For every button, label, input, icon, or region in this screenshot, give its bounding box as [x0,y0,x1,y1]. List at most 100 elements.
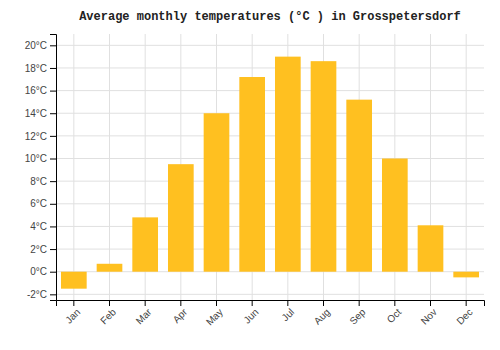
grid-line [56,45,484,46]
x-tick-mark [287,300,288,306]
y-tick-mark [50,45,56,46]
bar [311,61,337,272]
x-tick: Mar [134,300,154,326]
bar [132,217,158,271]
x-axis-line [57,301,485,307]
x-tick: Dec [454,300,474,327]
y-tick: 18°C [25,63,56,74]
y-tick: -2°C [27,289,56,300]
grid-line [56,113,484,114]
y-tick-mark [50,272,56,273]
y-tick-label: 6°C [30,198,47,209]
y-tick-mark [50,181,56,182]
y-tick-mark [50,91,56,92]
y-tick: 2°C [30,244,56,255]
y-tick-label: 2°C [30,244,47,255]
y-tick-label: 20°C [25,40,47,51]
bar [239,77,265,272]
y-tick-mark [50,249,56,250]
x-tick: Oct [385,300,404,325]
bar [382,159,408,272]
x-tick-mark [109,300,110,306]
grid-line [56,67,484,68]
y-tick: 20°C [25,40,56,51]
grid-line [56,181,484,182]
grid-line [56,90,484,91]
bar [275,57,301,272]
x-tick-mark [359,300,360,306]
x-tick: Jun [241,300,260,326]
x-tick-label: Mar [134,306,154,326]
y-tick: 16°C [25,85,56,96]
x-axis: Jan Feb Mar Apr May Jun Jul Aug Sep Oct Nov Dec [57,300,485,328]
y-tick-mark [50,113,56,114]
x-tick-mark [430,300,431,306]
x-tick: Aug [312,300,332,327]
grid [56,34,484,300]
y-tick: 8°C [30,176,56,187]
y-tick-mark [50,204,56,205]
grid-line [56,135,484,136]
chart: Average monthly temperatures (°C ) in Gr… [0,0,500,350]
x-tick-label: May [204,306,225,327]
x-tick-label: Oct [385,306,404,325]
grid-line [73,34,74,300]
grid-line [56,158,484,159]
grid-line [466,34,467,300]
x-tick-mark [145,300,146,306]
x-tick-mark [252,300,253,306]
y-tick: 10°C [25,153,56,164]
x-tick-mark [394,300,395,306]
title: Average monthly temperatures (°C ) in Gr… [79,10,461,24]
y-tick: 0°C [30,266,56,277]
y-axis-line [50,35,57,301]
x-tick-mark [466,300,467,306]
x-tick: Apr [171,300,190,325]
y-tick: 6°C [30,198,56,209]
x-tick-label: Jan [63,306,82,325]
x-tick-label: Aug [312,306,332,326]
bar [97,264,123,272]
x-tick: Sep [347,300,368,327]
x-tick-label: Feb [98,306,118,326]
x-tick-label: Sep [347,306,368,327]
y-tick-label: 0°C [30,266,47,277]
bar [346,100,372,272]
y-tick-label: 16°C [25,85,47,96]
y-tick: 14°C [25,108,56,119]
grid-line [56,203,484,204]
x-tick-mark [323,300,324,306]
grid-line [109,34,110,300]
plot: -2°C 0°C 2°C 4°C 6°C 8°C 10°C 12°C 14°C 16°C 18°C 2… [25,34,485,328]
grid-line [56,294,484,295]
y-tick-mark [50,226,56,227]
y-tick: 12°C [25,131,56,142]
y-tick-label: 14°C [25,108,47,119]
bar [204,113,230,271]
x-tick: Feb [98,300,118,326]
x-tick-mark [73,300,74,306]
bars [61,57,479,289]
bar [168,164,194,272]
x-tick-label: Jul [279,306,296,323]
y-tick-mark [50,294,56,295]
x-tick-label: Dec [454,306,474,326]
y-tick-label: 10°C [25,153,47,164]
y-axis: -2°C 0°C 2°C 4°C 6°C 8°C 10°C 12°C 14°C 16°C 18°C 2… [25,35,57,301]
x-tick: Jul [279,300,296,323]
bar [453,272,479,278]
x-tick: May [204,300,225,328]
bar [418,225,444,271]
x-tick-label: Apr [171,306,190,325]
y-tick: 4°C [30,221,56,232]
y-tick-mark [50,159,56,160]
x-tick-label: Jun [241,306,260,325]
y-tick-mark [50,136,56,137]
y-tick-label: 8°C [30,176,47,187]
x-tick: Jan [63,300,82,326]
y-tick-label: 18°C [25,63,47,74]
x-tick: Nov [419,300,439,327]
y-tick-label: 4°C [30,221,47,232]
x-tick-label: Nov [419,306,439,326]
y-tick-label: -2°C [27,289,47,300]
